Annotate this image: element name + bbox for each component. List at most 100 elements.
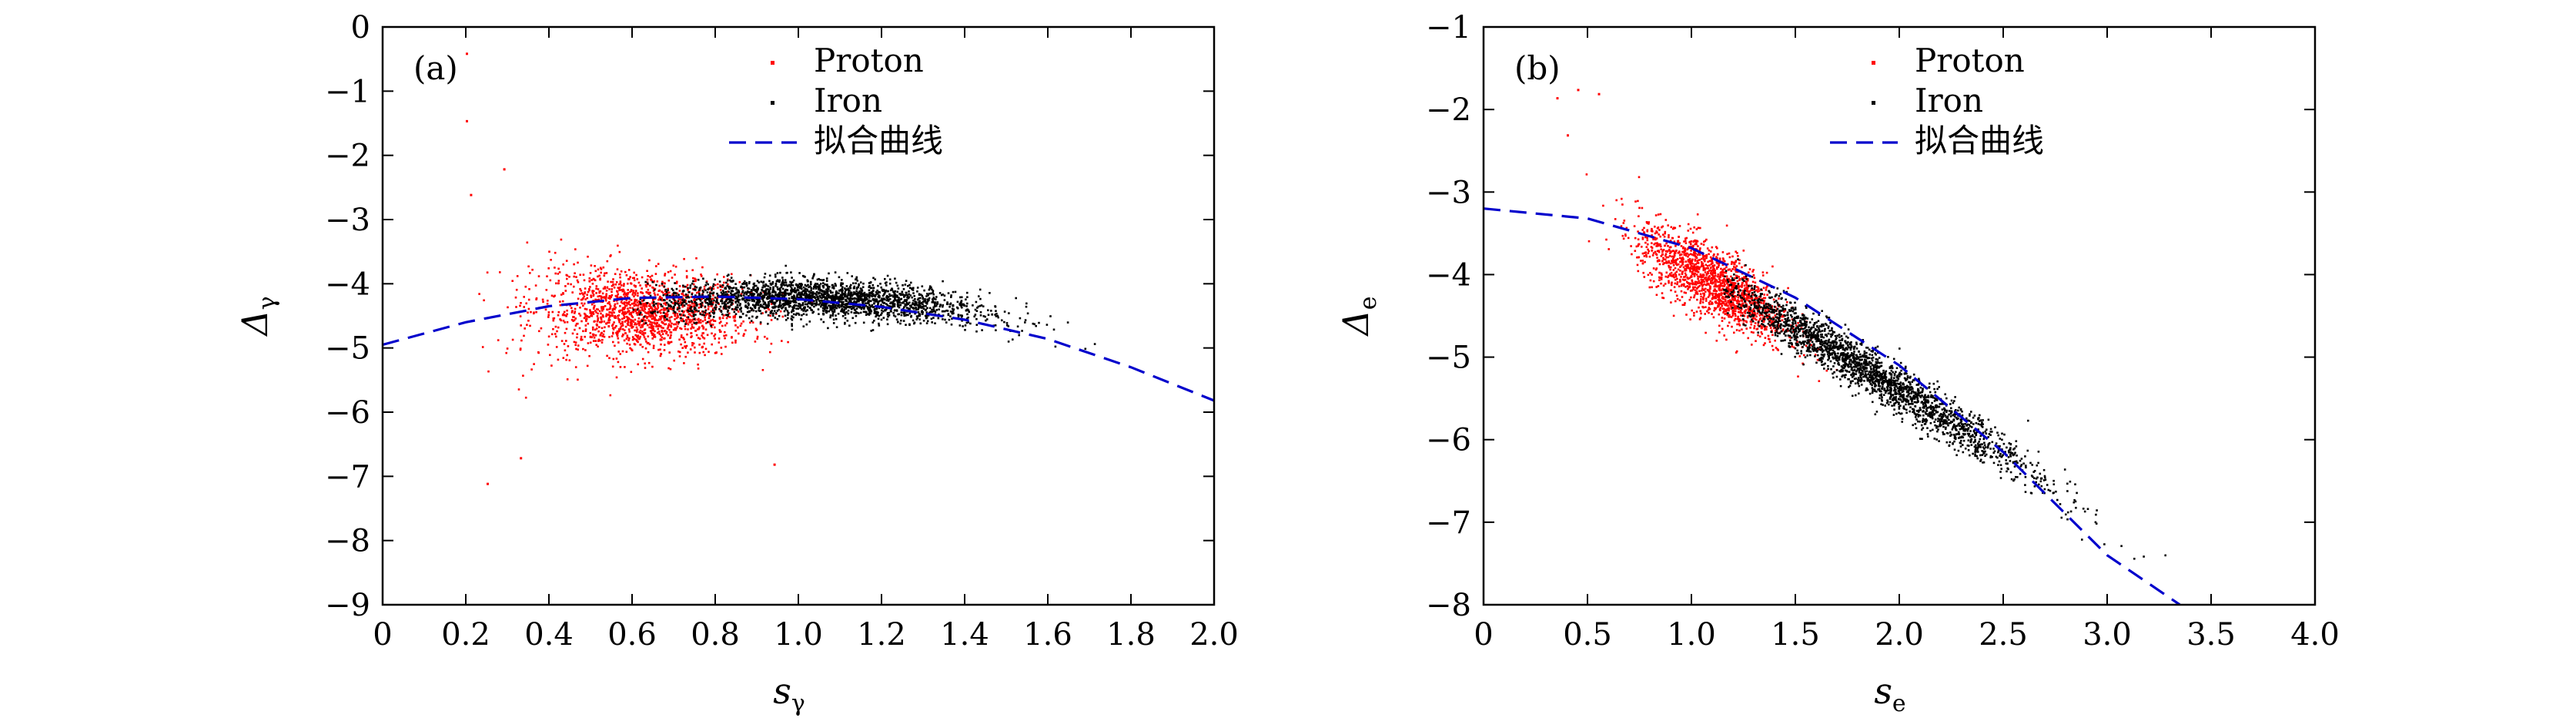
point-iron <box>913 304 916 307</box>
point-iron <box>798 292 801 294</box>
point-proton <box>637 322 640 325</box>
point-iron <box>987 309 989 311</box>
point-iron <box>875 293 878 295</box>
point-iron <box>692 315 695 317</box>
point-proton <box>1731 293 1735 296</box>
point-iron <box>886 312 889 314</box>
point-proton <box>701 320 704 323</box>
point-proton <box>594 265 596 267</box>
x-tick-label: 1.2 <box>857 617 906 653</box>
point-iron <box>761 295 763 298</box>
point-proton <box>724 324 727 327</box>
point-proton <box>635 273 637 277</box>
point-proton <box>1714 277 1716 280</box>
point-proton <box>586 364 589 367</box>
point-iron <box>655 283 657 287</box>
point-proton <box>566 277 568 280</box>
point-iron <box>811 294 814 297</box>
point-proton <box>688 304 691 307</box>
point-iron <box>941 310 944 313</box>
point-proton <box>724 330 726 334</box>
point-proton <box>524 327 526 330</box>
point-proton <box>598 274 601 277</box>
point-iron <box>791 323 793 325</box>
point-iron <box>915 315 918 317</box>
point-iron <box>925 301 927 304</box>
point-proton <box>1651 234 1653 237</box>
point-proton <box>664 282 666 285</box>
point-iron <box>754 306 757 308</box>
point-iron <box>956 300 959 304</box>
point-iron <box>785 283 788 287</box>
point-iron <box>868 297 871 299</box>
point-proton <box>1674 300 1677 303</box>
point-proton <box>600 318 603 320</box>
point-proton <box>667 307 670 310</box>
point-iron <box>967 321 970 324</box>
point-proton <box>1706 265 1709 267</box>
point-proton <box>574 272 576 274</box>
point-iron <box>875 307 878 310</box>
point-proton <box>584 314 587 316</box>
point-proton <box>686 316 688 319</box>
point-iron <box>902 294 904 296</box>
point-proton <box>608 300 611 304</box>
point-proton <box>1731 314 1735 317</box>
point-proton <box>751 321 754 324</box>
point-iron <box>932 310 934 313</box>
point-proton <box>1746 316 1749 319</box>
point-proton <box>608 321 611 324</box>
point-iron <box>781 284 783 287</box>
point-iron <box>730 304 732 306</box>
point-proton <box>1719 272 1722 274</box>
point-iron <box>758 307 761 309</box>
point-proton <box>1698 284 1701 287</box>
point-proton <box>1758 290 1761 292</box>
point-iron <box>724 287 727 289</box>
point-proton <box>1725 224 1728 227</box>
point-iron <box>734 297 737 300</box>
point-proton <box>1701 290 1703 292</box>
point-iron <box>898 306 901 309</box>
point-proton <box>694 299 697 301</box>
point-iron <box>791 328 794 331</box>
point-iron <box>687 296 691 299</box>
point-iron <box>730 277 733 279</box>
point-proton <box>708 314 711 317</box>
point-proton <box>734 339 737 342</box>
point-proton <box>668 341 671 344</box>
point-iron <box>826 310 829 313</box>
point-iron <box>811 304 813 306</box>
point-iron <box>778 292 781 295</box>
point-iron <box>927 300 929 302</box>
point-iron <box>890 310 892 313</box>
point-iron <box>864 294 867 297</box>
point-iron <box>659 298 662 301</box>
point-proton <box>697 297 699 300</box>
point-proton <box>1787 287 1789 290</box>
point-iron <box>828 304 830 307</box>
point-proton <box>1759 324 1762 327</box>
point-iron <box>760 304 762 306</box>
point-proton <box>687 289 689 291</box>
point-iron <box>752 287 754 290</box>
point-iron <box>850 305 852 308</box>
point-proton <box>692 327 694 329</box>
point-proton <box>678 355 681 357</box>
point-proton <box>597 319 599 321</box>
point-proton <box>598 290 601 293</box>
point-proton <box>704 347 708 351</box>
point-proton <box>565 260 568 262</box>
point-iron <box>928 288 931 291</box>
point-proton <box>1781 319 1784 322</box>
point-iron <box>872 289 875 292</box>
point-iron <box>825 277 828 280</box>
point-proton <box>661 315 664 318</box>
point-proton <box>620 301 623 304</box>
point-proton <box>626 336 629 339</box>
point-proton <box>681 320 684 323</box>
point-iron <box>759 305 761 308</box>
point-proton <box>655 325 657 327</box>
point-proton <box>590 314 594 317</box>
point-proton <box>1691 258 1694 261</box>
